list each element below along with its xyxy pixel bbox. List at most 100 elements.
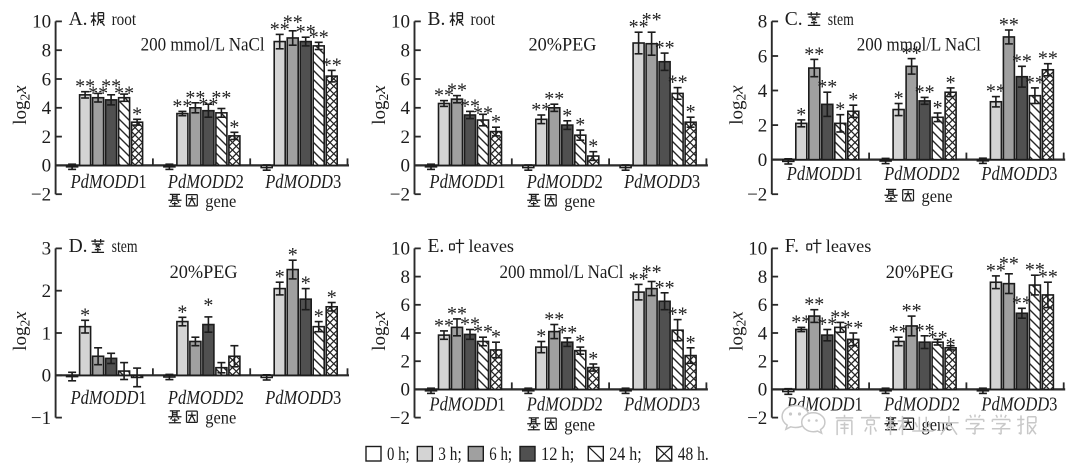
svg-text:0 h;: 0 h;: [387, 445, 410, 465]
svg-text:2: 2: [42, 127, 52, 148]
svg-text:**: **: [817, 76, 837, 98]
svg-text:**: **: [902, 300, 922, 322]
svg-text:**: **: [544, 88, 564, 110]
svg-text:**: **: [655, 37, 675, 59]
svg-text:PdMODD2: PdMODD2: [526, 395, 603, 416]
svg-text:PdMODD2: PdMODD2: [526, 172, 603, 193]
svg-text:2: 2: [401, 352, 411, 373]
svg-text:10: 10: [32, 12, 51, 33]
svg-text:0: 0: [758, 380, 768, 401]
svg-text:8: 8: [758, 267, 768, 288]
svg-text:6: 6: [758, 295, 768, 316]
svg-text:log2x: log2x: [369, 85, 391, 125]
svg-text:**: **: [1012, 292, 1032, 314]
svg-text:−2: −2: [390, 185, 410, 206]
svg-text:**: **: [447, 80, 467, 102]
svg-text:6: 6: [401, 295, 411, 316]
svg-text:*: *: [491, 326, 501, 348]
svg-text:*: *: [327, 287, 337, 309]
svg-text:10: 10: [391, 12, 410, 33]
svg-text:PdMODD1: PdMODD1: [429, 172, 506, 193]
svg-text:*: *: [536, 326, 546, 348]
svg-text:**: **: [473, 102, 493, 124]
svg-text:**: **: [655, 277, 675, 299]
svg-text:stem: stem: [112, 236, 138, 256]
svg-text:**: **: [1038, 266, 1058, 288]
svg-text:*: *: [203, 294, 213, 316]
svg-text:**: **: [460, 314, 480, 336]
svg-text:*: *: [946, 72, 956, 94]
svg-text:3 h;: 3 h;: [438, 445, 461, 465]
svg-text:log2x: log2x: [369, 311, 391, 351]
svg-text:4: 4: [401, 323, 411, 344]
svg-text:root: root: [112, 9, 137, 29]
svg-text:*: *: [301, 273, 311, 295]
svg-text:**: **: [531, 99, 551, 121]
svg-text:PdMODD1: PdMODD1: [429, 395, 506, 416]
svg-text:PdMODD3: PdMODD3: [623, 172, 700, 193]
svg-text:**: **: [322, 54, 342, 76]
svg-text:*: *: [229, 116, 239, 138]
svg-text:leaves: leaves: [826, 236, 872, 256]
svg-text:*: *: [562, 105, 572, 127]
svg-text:4: 4: [758, 323, 768, 344]
svg-text:PdMODD2: PdMODD2: [883, 395, 960, 416]
svg-text:PdMODD3: PdMODD3: [264, 388, 341, 409]
svg-text:*: *: [132, 103, 142, 125]
svg-text:6: 6: [758, 46, 768, 67]
svg-text:**: **: [629, 268, 649, 290]
svg-text:*: *: [894, 88, 904, 110]
svg-text:2: 2: [758, 115, 768, 136]
svg-text:F.: F.: [785, 236, 799, 257]
svg-text:2: 2: [42, 281, 52, 302]
svg-text:root: root: [471, 9, 496, 29]
svg-text:log2x: log2x: [10, 311, 32, 351]
svg-text:**: **: [915, 320, 935, 342]
svg-text:**: **: [889, 321, 909, 343]
svg-text:**: **: [843, 317, 863, 339]
svg-text:**: **: [1038, 48, 1058, 70]
svg-text:6: 6: [42, 69, 52, 90]
svg-text:log2x: log2x: [726, 85, 748, 125]
svg-text:**: **: [101, 76, 121, 98]
svg-text:0: 0: [401, 156, 411, 177]
svg-text:8: 8: [758, 12, 768, 33]
svg-text:12 h;: 12 h;: [541, 445, 574, 465]
svg-text:**: **: [473, 321, 493, 343]
svg-text:−2: −2: [747, 408, 767, 429]
svg-text:B.: B.: [428, 9, 446, 30]
svg-text:**: **: [1012, 50, 1032, 72]
svg-text:0: 0: [42, 366, 52, 387]
svg-text:**: **: [172, 95, 192, 117]
svg-text:*: *: [796, 104, 806, 126]
svg-text:**: **: [804, 294, 824, 316]
svg-text:**: **: [1025, 259, 1045, 281]
svg-text:**: **: [902, 43, 922, 65]
svg-text:0: 0: [42, 156, 52, 177]
svg-text:2: 2: [758, 352, 768, 373]
svg-text:stem: stem: [828, 9, 854, 29]
svg-text:24 h;: 24 h;: [609, 445, 641, 465]
svg-text:PdMODD2: PdMODD2: [883, 164, 960, 185]
svg-text:*: *: [80, 304, 90, 326]
svg-text:**: **: [1025, 72, 1045, 94]
svg-text:**: **: [309, 26, 329, 48]
svg-text:*: *: [835, 99, 845, 121]
svg-text:*: *: [177, 301, 187, 323]
svg-text:**: **: [629, 16, 649, 38]
svg-text:*: *: [588, 136, 598, 158]
svg-text:*: *: [933, 97, 943, 119]
svg-text:0: 0: [401, 380, 411, 401]
svg-text:**: **: [668, 304, 688, 326]
svg-text:PdMODD1: PdMODD1: [70, 388, 147, 409]
svg-text:*: *: [686, 332, 696, 354]
svg-text:**: **: [999, 253, 1019, 275]
svg-text:*: *: [275, 266, 285, 288]
svg-text:**: **: [211, 87, 231, 109]
svg-text:**: **: [75, 76, 95, 98]
svg-text:**: **: [185, 87, 205, 109]
svg-text:−1: −1: [31, 408, 51, 429]
svg-text:A.: A.: [69, 9, 88, 30]
svg-text:*: *: [288, 244, 298, 266]
svg-text:**: **: [999, 14, 1019, 36]
